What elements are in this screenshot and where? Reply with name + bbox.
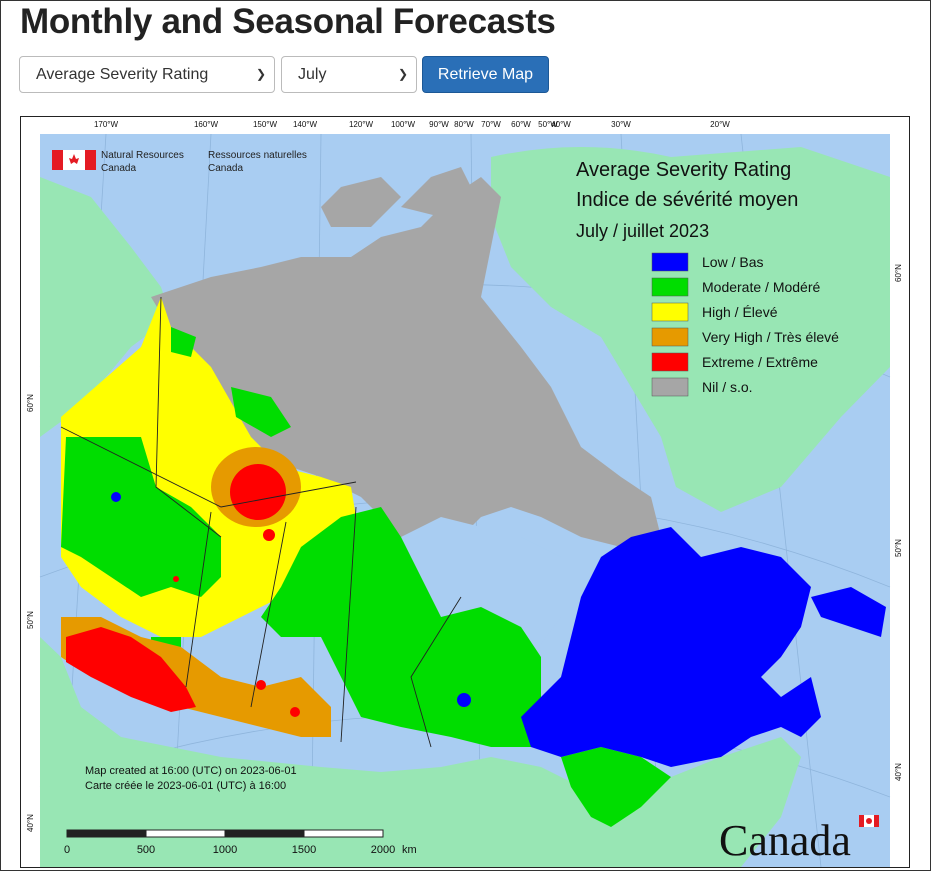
map-title-fr: Indice de sévérité moyen — [576, 189, 798, 211]
agency-en: Natural Resources — [101, 150, 184, 161]
maple-leaf-icon — [866, 818, 872, 824]
lat-label: 50°N — [26, 611, 35, 629]
retrieve-map-button[interactable]: Retrieve Map — [422, 56, 549, 93]
forecast-map: Natural Resources Canada Ressources natu… — [20, 116, 910, 868]
scale-unit: km — [402, 844, 417, 856]
legend-label-low: Low / Bas — [702, 254, 763, 270]
lon-label: 170°W — [94, 120, 119, 129]
lon-label: 70°W — [481, 120, 501, 129]
legend-swatch-moderate — [651, 277, 689, 297]
created-fr: Carte créée le 2023-06-01 (UTC) à 16:00 — [85, 780, 286, 792]
product-select[interactable]: Average Severity Rating ❯ — [19, 56, 275, 93]
scale-label-0: 0 — [64, 844, 70, 856]
agency-en-2: Canada — [101, 163, 136, 174]
agency-fr: Ressources naturelles — [208, 150, 307, 161]
lon-label: 30°W — [611, 120, 631, 129]
lon-label: 60°W — [511, 120, 531, 129]
lon-label: 160°W — [194, 120, 219, 129]
province-borders — [60, 296, 462, 748]
lon-label: 20°W — [710, 120, 730, 129]
legend-label-moderate: Moderate / Modéré — [702, 279, 820, 295]
moderate-region — [61, 327, 671, 827]
scale-label-1500: 1500 — [292, 844, 316, 856]
low-region — [521, 527, 821, 767]
lat-label: 60°N — [26, 394, 35, 412]
maple-leaf-icon — [69, 154, 79, 164]
month-select-value: July — [298, 66, 327, 83]
created-en: Map created at 16:00 (UTC) on 2023-06-01 — [85, 765, 297, 777]
lon-label: 120°W — [349, 120, 374, 129]
lat-label: 50°N — [894, 539, 903, 557]
lon-label: 50°W — [538, 120, 558, 129]
legend-label-extreme: Extreme / Extrême — [702, 354, 818, 370]
month-select[interactable]: July ❯ — [281, 56, 417, 93]
lon-label: 90°W — [429, 120, 449, 129]
legend-swatch-low — [651, 252, 689, 272]
map-title-en: Average Severity Rating — [576, 159, 791, 181]
lon-label: 40°W — [551, 120, 571, 129]
nil-region — [151, 167, 661, 587]
longitude-labels: 170°W 160°W 150°W 140°W 120°W 100°W 90°W… — [94, 120, 730, 129]
extreme-region — [66, 464, 300, 717]
map-period: July / juillet 2023 — [576, 221, 709, 241]
nrcan-logo — [52, 150, 96, 170]
legend-label-high: High / Élevé — [702, 304, 778, 320]
chevron-down-icon: ❯ — [397, 67, 408, 81]
map-svg: Natural Resources Canada Ressources natu… — [26, 120, 903, 867]
lat-label: 40°N — [26, 814, 35, 832]
hudson-bay — [401, 517, 581, 677]
legend-swatch-very-high — [651, 327, 689, 347]
chevron-down-icon: ❯ — [255, 67, 266, 81]
product-select-value: Average Severity Rating — [36, 66, 209, 83]
scale-label-500: 500 — [137, 844, 155, 856]
legend-label-very-high: Very High / Très élevé — [702, 329, 839, 345]
lon-label: 150°W — [253, 120, 278, 129]
lat-label: 60°N — [894, 264, 903, 282]
legend-swatch-nil — [651, 377, 689, 397]
wordmark-text: Canada — [719, 816, 851, 865]
legend-swatch-extreme — [651, 352, 689, 372]
lon-label: 140°W — [293, 120, 318, 129]
scale-label-1000: 1000 — [213, 844, 237, 856]
canada-wordmark: Canada — [719, 815, 879, 865]
low-spots — [111, 492, 886, 707]
agency-fr-2: Canada — [208, 163, 243, 174]
legend-label-nil: Nil / s.o. — [702, 379, 753, 395]
lat-label: 40°N — [894, 763, 903, 781]
lon-label: 80°W — [454, 120, 474, 129]
page-title: Monthly and Seasonal Forecasts — [20, 2, 556, 41]
scale-bar: 0 500 1000 1500 2000 km — [64, 829, 417, 856]
scale-label-2000: 2000 — [371, 844, 395, 856]
latitude-labels-right: 60°N 50°N 40°N — [894, 264, 903, 781]
lon-label: 100°W — [391, 120, 416, 129]
legend-swatch-high — [651, 302, 689, 322]
legend: Low / Bas Moderate / Modéré High / Élevé… — [651, 252, 839, 397]
latitude-labels-left: 60°N 50°N 40°N — [26, 394, 35, 832]
